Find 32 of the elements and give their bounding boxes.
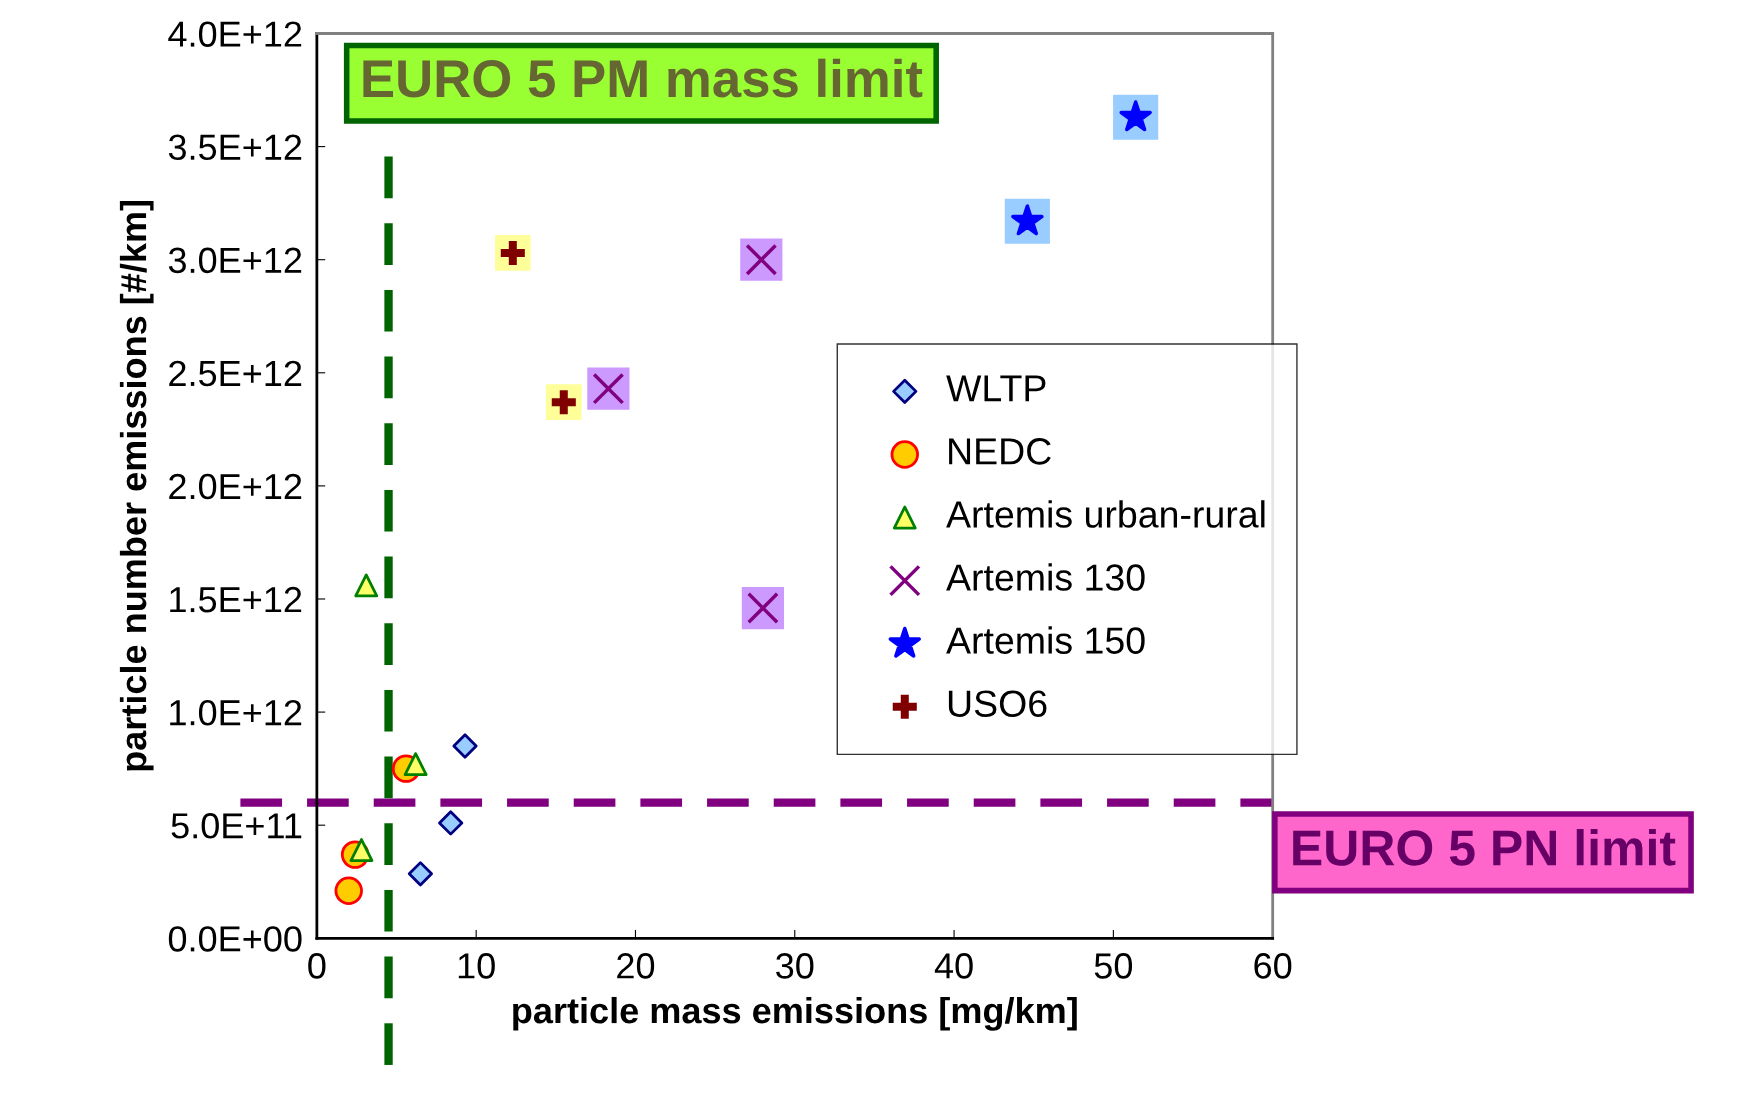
ref-line-label: EURO 5 PM mass limit	[363, 58, 923, 98]
point	[354, 573, 379, 598]
x-tick-label: 10	[458, 953, 495, 979]
x-axis-title: particle mass emissions [mg/km]	[513, 996, 1077, 1031]
x-tick-label: 50	[1094, 953, 1133, 979]
x-tick-label: 0	[308, 953, 326, 979]
point	[452, 733, 478, 759]
y-tick-label: 4.0E+12	[168, 21, 302, 47]
x-tick-label: 30	[776, 953, 814, 979]
y-tick-label: 3.5E+12	[168, 134, 302, 161]
y-tick-label: 1.0E+12	[170, 699, 302, 726]
y-tick-label: 1.5E+12	[170, 586, 302, 613]
point	[334, 876, 363, 905]
point	[403, 752, 428, 777]
y-tick-label: 2.5E+12	[169, 360, 302, 387]
legend-label: NEDC	[949, 438, 1051, 465]
legend-label: WLTP	[946, 375, 1046, 402]
y-axis-title: particle number emissions [#/km]	[119, 200, 154, 771]
y-tick-label: 2.0E+12	[169, 473, 302, 500]
point	[407, 861, 433, 887]
point	[438, 810, 464, 836]
legend-label: Artemis 130	[946, 563, 1145, 591]
x-tick-label: 60	[1254, 953, 1292, 979]
legend-label: Artemis 150	[946, 626, 1145, 654]
ref-line-label: EURO 5 PN limit	[1293, 829, 1676, 866]
x-tick-label: 40	[934, 953, 973, 979]
y-tick-label: 3.0E+12	[168, 247, 302, 274]
y-tick-label: 0.0E+00	[168, 926, 302, 952]
legend-label: Artemis urban-rural	[946, 500, 1265, 528]
legend-label: USO6	[948, 690, 1047, 717]
x-tick-label: 20	[617, 953, 655, 979]
y-tick-label: 5.0E+11	[171, 813, 302, 839]
